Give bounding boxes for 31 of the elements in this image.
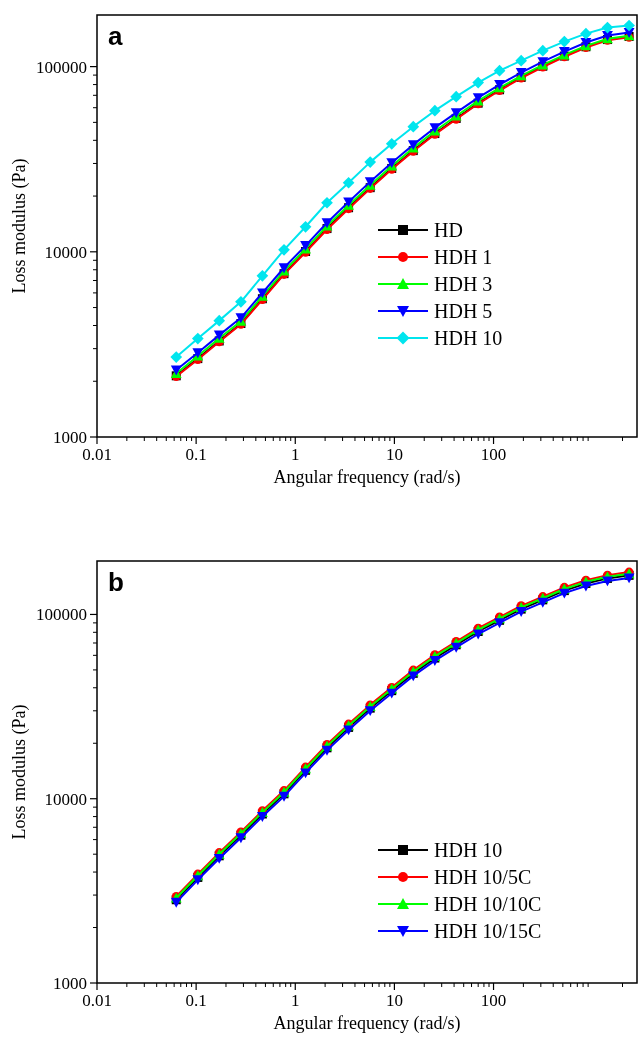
x-tick-label: 1 — [291, 991, 300, 1010]
legend-label: HDH 1 — [434, 246, 493, 268]
legend-label: HDH 10 — [434, 839, 503, 861]
x-tick-label: 0.01 — [82, 991, 112, 1010]
legend-label: HDH 10/15C — [434, 920, 542, 942]
x-tick-label: 100 — [480, 445, 507, 464]
y-axis-title: Loss modulus (Pa) — [9, 158, 30, 294]
x-tick-label: 0.01 — [82, 445, 112, 464]
x-tick-label: 10 — [385, 445, 403, 464]
y-tick-label: 100000 — [36, 605, 87, 625]
y-tick-label: 100000 — [36, 57, 87, 77]
legend-label: HDH 10/5C — [434, 866, 532, 888]
x-tick-label: 10 — [385, 991, 403, 1010]
legend-label: HD — [434, 219, 463, 241]
y-tick-label: 1000 — [53, 428, 87, 447]
chart-title: b — [108, 567, 124, 597]
x-tick-label: 0.1 — [185, 991, 207, 1010]
legend-label: HDH 3 — [434, 273, 493, 295]
legend-label: HDH 10/10C — [434, 893, 542, 915]
legend-label: HDH 10 — [434, 327, 503, 349]
chart-title: a — [108, 21, 123, 51]
y-axis-title: Loss modulus (Pa) — [9, 704, 30, 840]
legend-label: HDH 5 — [434, 300, 493, 322]
y-tick-label: 1000 — [53, 974, 87, 993]
x-tick-label: 1 — [291, 445, 300, 464]
x-axis-title: Angular frequency (rad/s) — [273, 1013, 461, 1034]
x-tick-label: 0.1 — [185, 445, 207, 464]
y-tick-label: 10000 — [44, 789, 87, 809]
x-tick-label: 100 — [480, 991, 507, 1010]
x-axis-title: Angular frequency (rad/s) — [273, 467, 461, 488]
y-tick-label: 10000 — [44, 242, 87, 262]
